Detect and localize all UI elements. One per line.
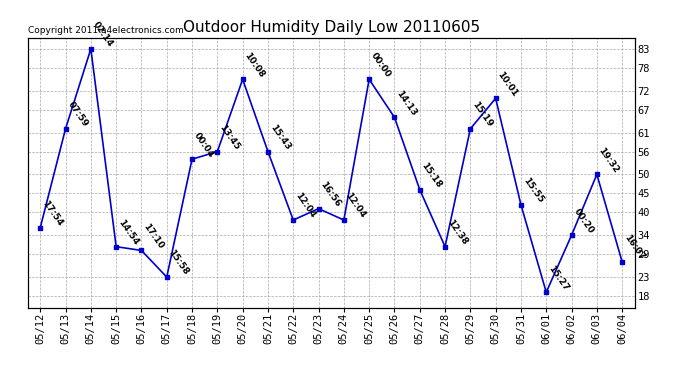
Text: 07:59: 07:59: [66, 100, 90, 129]
Text: 17:10: 17:10: [141, 222, 165, 251]
Text: Copyright 2011 a4electronics.com: Copyright 2011 a4electronics.com: [28, 26, 184, 35]
Text: 14:54: 14:54: [116, 218, 140, 247]
Text: 00:04: 00:04: [192, 131, 216, 159]
Text: 12:04: 12:04: [344, 191, 368, 220]
Text: 16:07: 16:07: [622, 233, 646, 262]
Text: 15:55: 15:55: [521, 176, 544, 205]
Text: 15:43: 15:43: [268, 123, 292, 152]
Text: 15:18: 15:18: [420, 161, 444, 190]
Text: 00:20: 00:20: [571, 207, 595, 235]
Text: 00:00: 00:00: [369, 51, 393, 80]
Text: 13:45: 13:45: [217, 123, 241, 152]
Text: 02:14: 02:14: [91, 20, 115, 49]
Text: 10:01: 10:01: [495, 70, 520, 98]
Text: 12:04: 12:04: [293, 191, 317, 220]
Text: 16:56: 16:56: [319, 180, 342, 209]
Text: 14:13: 14:13: [395, 88, 418, 117]
Text: 15:58: 15:58: [167, 249, 190, 277]
Text: 12:38: 12:38: [445, 218, 469, 247]
Text: 19:32: 19:32: [597, 146, 621, 174]
Text: 10:08: 10:08: [243, 51, 266, 80]
Text: 15:19: 15:19: [471, 100, 494, 129]
Title: Outdoor Humidity Daily Low 20110605: Outdoor Humidity Daily Low 20110605: [183, 20, 480, 35]
Text: 17:54: 17:54: [40, 199, 64, 228]
Text: 15:27: 15:27: [546, 264, 570, 292]
